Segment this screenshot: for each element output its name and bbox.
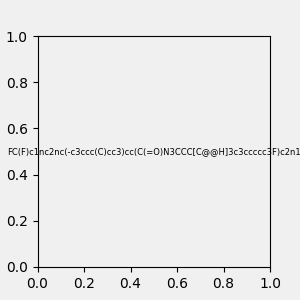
Text: FC(F)c1nc2nc(-c3ccc(C)cc3)cc(C(=O)N3CCC[C@@H]3c3ccccc3F)c2n1: FC(F)c1nc2nc(-c3ccc(C)cc3)cc(C(=O)N3CCC[… <box>7 147 300 156</box>
